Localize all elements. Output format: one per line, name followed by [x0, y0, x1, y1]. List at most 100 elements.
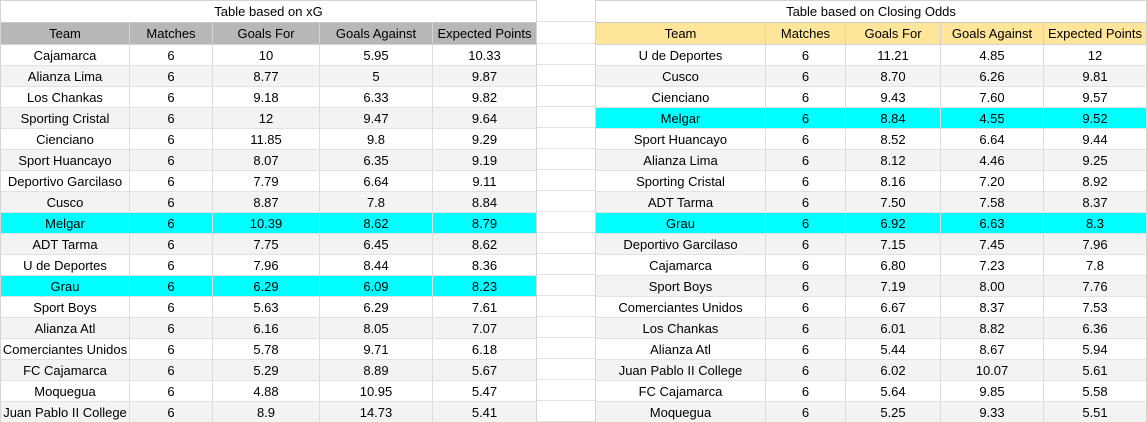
value-cell[interactable]: 5.41 — [433, 402, 536, 422]
value-cell[interactable]: 7.15 — [846, 234, 941, 255]
value-cell[interactable]: 8.84 — [846, 108, 941, 129]
value-cell[interactable]: 5.78 — [213, 339, 320, 360]
value-cell[interactable]: 10.95 — [320, 381, 433, 402]
value-cell[interactable]: 6 — [130, 255, 213, 276]
team-cell[interactable]: Cusco — [1, 192, 130, 213]
value-cell[interactable]: 8.07 — [213, 150, 320, 171]
value-cell[interactable]: 9.43 — [846, 87, 941, 108]
value-cell[interactable]: 11.21 — [846, 45, 941, 66]
value-cell[interactable]: 6 — [766, 360, 846, 381]
value-cell[interactable]: 7.60 — [941, 87, 1044, 108]
value-cell[interactable]: 8.12 — [846, 150, 941, 171]
value-cell[interactable]: 7.58 — [941, 192, 1044, 213]
value-cell[interactable]: 8.23 — [433, 276, 536, 297]
value-cell[interactable]: 6 — [130, 234, 213, 255]
team-cell[interactable]: Alianza Atl — [596, 339, 766, 360]
xg-column-header-goals-against[interactable]: Goals Against — [320, 23, 433, 45]
value-cell[interactable]: 8.05 — [320, 318, 433, 339]
value-cell[interactable]: 7.53 — [1044, 297, 1146, 318]
value-cell[interactable]: 6.33 — [320, 87, 433, 108]
value-cell[interactable]: 6 — [130, 318, 213, 339]
value-cell[interactable]: 5 — [320, 66, 433, 87]
team-cell[interactable]: Juan Pablo II College — [1, 402, 130, 422]
team-cell[interactable]: FC Cajamarca — [1, 360, 130, 381]
value-cell[interactable]: 6 — [766, 297, 846, 318]
value-cell[interactable]: 7.96 — [1044, 234, 1146, 255]
value-cell[interactable]: 8.62 — [433, 234, 536, 255]
value-cell[interactable]: 11.85 — [213, 129, 320, 150]
value-cell[interactable]: 4.55 — [941, 108, 1044, 129]
team-cell[interactable]: Moquegua — [596, 402, 766, 422]
value-cell[interactable]: 4.88 — [213, 381, 320, 402]
value-cell[interactable]: 9.71 — [320, 339, 433, 360]
team-cell[interactable]: Grau — [596, 213, 766, 234]
team-cell[interactable]: Sport Huancayo — [596, 129, 766, 150]
team-cell[interactable]: Cajamarca — [596, 255, 766, 276]
value-cell[interactable]: 5.61 — [1044, 360, 1146, 381]
value-cell[interactable]: 6 — [130, 129, 213, 150]
team-cell[interactable]: Comerciantes Unidos — [1, 339, 130, 360]
value-cell[interactable]: 9.25 — [1044, 150, 1146, 171]
team-cell[interactable]: Deportivo Garcilaso — [596, 234, 766, 255]
xg-column-header-goals-for[interactable]: Goals For — [213, 23, 320, 45]
value-cell[interactable]: 6 — [130, 297, 213, 318]
value-cell[interactable]: 6 — [130, 45, 213, 66]
value-cell[interactable]: 8.52 — [846, 129, 941, 150]
odds-column-header-team[interactable]: Team — [596, 23, 766, 45]
team-cell[interactable]: Comerciantes Unidos — [596, 297, 766, 318]
value-cell[interactable]: 7.8 — [1044, 255, 1146, 276]
value-cell[interactable]: 6 — [766, 129, 846, 150]
value-cell[interactable]: 9.81 — [1044, 66, 1146, 87]
value-cell[interactable]: 6 — [130, 402, 213, 422]
value-cell[interactable]: 6 — [766, 255, 846, 276]
value-cell[interactable]: 6 — [130, 360, 213, 381]
value-cell[interactable]: 9.18 — [213, 87, 320, 108]
value-cell[interactable]: 5.94 — [1044, 339, 1146, 360]
value-cell[interactable]: 6 — [766, 171, 846, 192]
value-cell[interactable]: 9.87 — [433, 66, 536, 87]
value-cell[interactable]: 8.77 — [213, 66, 320, 87]
value-cell[interactable]: 6.63 — [941, 213, 1044, 234]
team-cell[interactable]: Sport Boys — [1, 297, 130, 318]
team-cell[interactable]: Sport Huancayo — [1, 150, 130, 171]
value-cell[interactable]: 6 — [130, 192, 213, 213]
value-cell[interactable]: 8.37 — [1044, 192, 1146, 213]
value-cell[interactable]: 8.84 — [433, 192, 536, 213]
value-cell[interactable]: 8.92 — [1044, 171, 1146, 192]
team-cell[interactable]: Sport Boys — [596, 276, 766, 297]
value-cell[interactable]: 5.64 — [846, 381, 941, 402]
value-cell[interactable]: 6 — [130, 108, 213, 129]
team-cell[interactable]: Cusco — [596, 66, 766, 87]
team-cell[interactable]: U de Deportes — [1, 255, 130, 276]
value-cell[interactable]: 7.75 — [213, 234, 320, 255]
value-cell[interactable]: 8.67 — [941, 339, 1044, 360]
xg-column-header-expected-points[interactable]: Expected Points — [433, 23, 536, 45]
value-cell[interactable]: 7.45 — [941, 234, 1044, 255]
value-cell[interactable]: 4.85 — [941, 45, 1044, 66]
value-cell[interactable]: 6 — [766, 402, 846, 422]
value-cell[interactable]: 9.57 — [1044, 87, 1146, 108]
odds-column-header-goals-for[interactable]: Goals For — [846, 23, 941, 45]
value-cell[interactable]: 9.29 — [433, 129, 536, 150]
value-cell[interactable]: 9.52 — [1044, 108, 1146, 129]
team-cell[interactable]: Cienciano — [1, 129, 130, 150]
value-cell[interactable]: 7.76 — [1044, 276, 1146, 297]
value-cell[interactable]: 6 — [766, 381, 846, 402]
value-cell[interactable]: 6 — [130, 66, 213, 87]
value-cell[interactable]: 6.02 — [846, 360, 941, 381]
value-cell[interactable]: 5.67 — [433, 360, 536, 381]
value-cell[interactable]: 6 — [130, 171, 213, 192]
value-cell[interactable]: 9.44 — [1044, 129, 1146, 150]
value-cell[interactable]: 9.85 — [941, 381, 1044, 402]
value-cell[interactable]: 7.8 — [320, 192, 433, 213]
value-cell[interactable]: 6 — [766, 234, 846, 255]
value-cell[interactable]: 6.26 — [941, 66, 1044, 87]
value-cell[interactable]: 6 — [766, 192, 846, 213]
value-cell[interactable]: 14.73 — [320, 402, 433, 422]
value-cell[interactable]: 5.95 — [320, 45, 433, 66]
value-cell[interactable]: 9.64 — [433, 108, 536, 129]
value-cell[interactable]: 8.62 — [320, 213, 433, 234]
value-cell[interactable]: 8.16 — [846, 171, 941, 192]
value-cell[interactable]: 6 — [766, 108, 846, 129]
value-cell[interactable]: 7.79 — [213, 171, 320, 192]
